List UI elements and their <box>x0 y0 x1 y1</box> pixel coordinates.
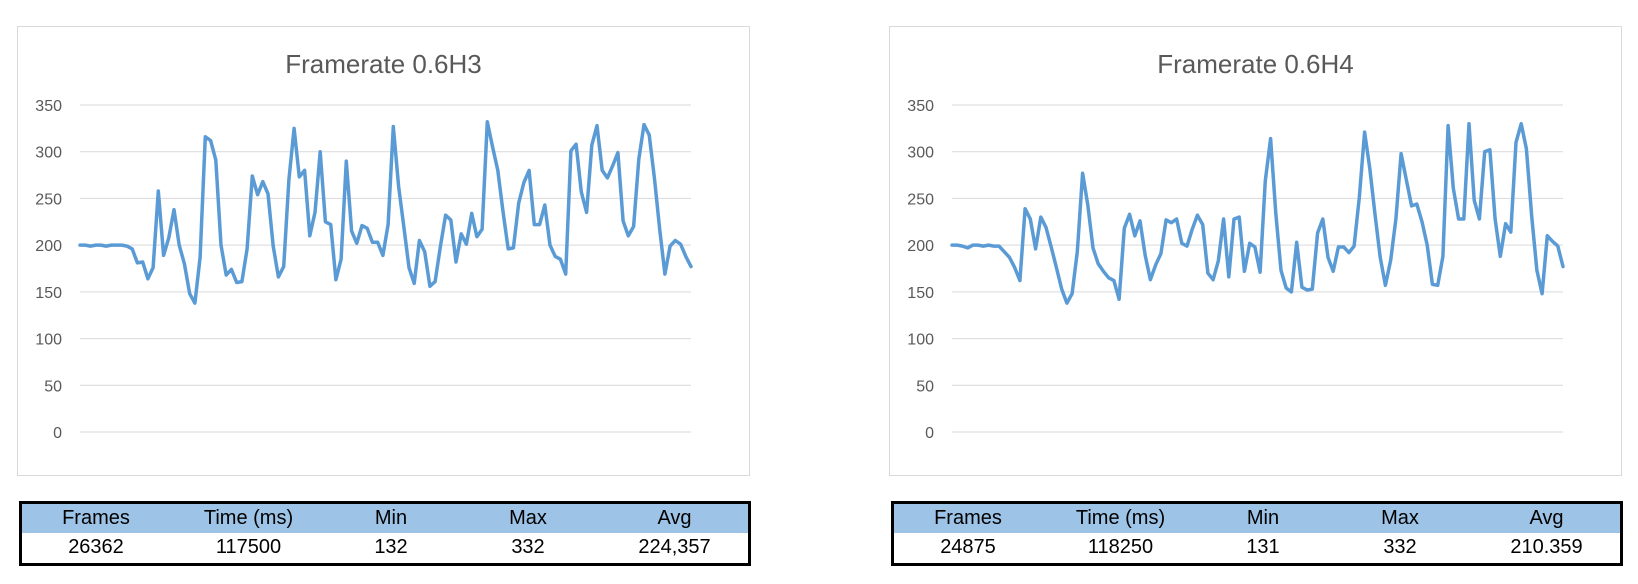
stats-value-min: 131 <box>1246 536 1280 558</box>
stats-header-row: Frames Time (ms) Min Max Avg <box>894 504 1620 533</box>
y-tick-label: 50 <box>916 378 934 395</box>
stats-value-avg: 224,357 <box>638 536 711 558</box>
line-chart: 0 50 100 150 200 250 300 350 <box>35 98 693 442</box>
stats-header-max: Max <box>1381 507 1419 529</box>
stats-header-avg: Avg <box>1529 507 1564 529</box>
stats-table: Frames Time (ms) Min Max Avg 24875 11825… <box>891 501 1623 566</box>
y-tick-label: 250 <box>907 191 934 208</box>
series-line <box>950 121 1565 305</box>
stats-header-min: Min <box>1246 507 1280 529</box>
stats-header-max: Max <box>509 507 547 529</box>
y-tick-label: 0 <box>925 425 934 442</box>
y-tick-label: 200 <box>35 238 62 255</box>
chart-title: Framerate 0.6H3 <box>285 49 482 79</box>
y-tick-label: 100 <box>35 332 62 349</box>
y-tick-label: 300 <box>35 145 62 162</box>
stats-value-time: 117500 <box>215 536 282 558</box>
stats-table: Frames Time (ms) Min Max Avg 26362 11750… <box>19 501 751 566</box>
y-tick-label: 150 <box>35 285 62 302</box>
stats-value-frames: 24875 <box>940 536 996 558</box>
stats-header-time: Time (ms) <box>203 507 294 529</box>
series-line <box>78 120 693 305</box>
line-chart: 0 50 100 150 200 250 300 350 <box>907 98 1565 442</box>
stats-value-time: 118250 <box>1087 536 1154 558</box>
y-tick-label: 300 <box>907 145 934 162</box>
y-tick-label: 350 <box>35 98 62 115</box>
stats-value-max: 332 <box>1383 536 1417 558</box>
y-tick-label: 250 <box>35 191 62 208</box>
y-tick-label: 200 <box>907 238 934 255</box>
stats-header-frames: Frames <box>62 507 130 529</box>
stats-header-row: Frames Time (ms) Min Max Avg <box>22 504 748 533</box>
y-tick-label: 0 <box>53 425 62 442</box>
stats-header-min: Min <box>374 507 408 529</box>
stats-header-avg: Avg <box>657 507 692 529</box>
y-tick-label: 50 <box>44 378 62 395</box>
chart-container: Framerate 0.6H4 0 50 100 150 200 250 300 350 <box>889 26 1622 476</box>
stats-value-max: 332 <box>511 536 545 558</box>
chart-container: Framerate 0.6H3 0 50 100 150 200 250 300 350 <box>17 26 750 476</box>
stats-header-time: Time (ms) <box>1075 507 1166 529</box>
stats-value-avg: 210.359 <box>1510 536 1583 558</box>
y-tick-label: 100 <box>907 332 934 349</box>
stats-value-min: 132 <box>374 536 408 558</box>
stats-value-row: 24875 118250 131 332 210.359 <box>894 533 1620 562</box>
stats-header-frames: Frames <box>934 507 1002 529</box>
y-tick-label: 350 <box>907 98 934 115</box>
stats-value-frames: 26362 <box>68 536 124 558</box>
stats-value-row: 26362 117500 132 332 224,357 <box>22 533 748 562</box>
y-tick-label: 150 <box>907 285 934 302</box>
chart-title: Framerate 0.6H4 <box>1157 49 1354 79</box>
